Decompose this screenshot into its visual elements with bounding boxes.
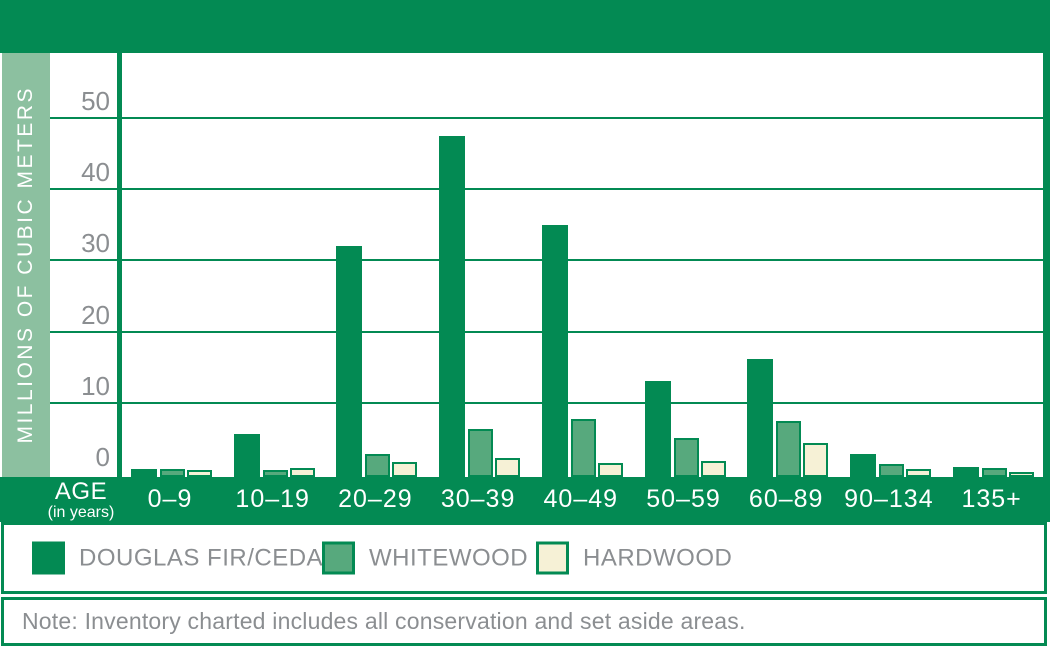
top-header-band [0,0,1050,53]
note-box: Note: Inventory charted includes all con… [1,597,1047,646]
category-label-90-134: 90–134 [844,485,934,513]
legend-swatch-hardwood [536,541,569,575]
legend-label: HARDWOOD [583,544,733,571]
x-axis-title: AGE [54,478,108,505]
legend-swatch-whitewood [322,541,355,575]
bar-20-29-douglas-fir-cedar [336,246,363,477]
gridline-40 [50,188,1043,191]
category-label-10-19: 10–19 [235,485,310,513]
category-label-50-59: 50–59 [646,485,721,513]
note-text: Note: Inventory charted includes all con… [22,608,746,634]
legend: DOUGLAS FIR/CEDAR WHITEWOOD HARDWOOD [1,522,1047,594]
bar-40-49-hardwood [597,463,623,477]
category-label-60-89: 60–89 [748,485,824,513]
legend-item-hardwood: HARDWOOD [536,541,733,575]
bar-135+-hardwood [1008,471,1034,477]
y-tick-label-50: 50 [81,86,110,116]
legend-swatch-douglas-fir-cedar [32,541,65,575]
bar-135+-douglas-fir-cedar [952,466,979,477]
bar-60-89-douglas-fir-cedar [747,358,774,477]
category-label-0-9: 0–9 [147,485,193,513]
bar-0-9-whitewood [160,469,185,477]
plot-area: MILLIONS OF CUBIC METERS 0 10 20 30 40 50 [0,53,1050,477]
plot-right-border [1043,53,1050,477]
bar-10-19-whitewood [262,469,288,477]
bar-30-39-hardwood [495,457,521,477]
bar-90-134-hardwood [905,469,931,477]
y-axis-title: MILLIONS OF CUBIC METERS [14,86,37,444]
y-tick-label-10: 10 [81,370,110,401]
x-axis-band: AGE (in years) 0–9 10–19 20–29 30–39 40–49 50… [0,477,1050,522]
bar-40-49-douglas-fir-cedar [541,224,568,477]
category-label-135+: 135+ [961,485,1022,513]
legend-label: WHITEWOOD [369,544,529,571]
x-axis-subtitle: (in years) [47,504,115,521]
bar-50-59-whitewood [673,438,699,477]
bar-60-89-hardwood [803,442,829,477]
y-axis-line [117,53,122,477]
category-label-30-39: 30–39 [440,485,516,513]
bar-0-9-hardwood [187,470,212,477]
bar-0-9-douglas-fir-cedar [131,469,157,477]
bar-60-89-whitewood [776,421,802,477]
y-tick-label-40: 40 [81,157,110,188]
y-tick-label-30: 30 [81,228,110,259]
y-tick-label-20: 20 [81,299,110,330]
bar-30-39-douglas-fir-cedar [439,135,466,477]
bar-40-49-whitewood [570,419,596,477]
category-label-20-29: 20–29 [338,485,413,513]
bar-90-134-whitewood [878,464,904,477]
bar-30-39-whitewood [468,429,494,477]
bar-20-29-hardwood [392,461,418,477]
legend-item-whitewood: WHITEWOOD [322,541,529,575]
y-axis-title-strip: MILLIONS OF CUBIC METERS [2,53,50,477]
bar-50-59-douglas-fir-cedar [644,381,671,477]
x-axis-title-block: AGE (in years) [25,479,137,521]
bar-90-134-douglas-fir-cedar [849,454,876,477]
legend-item-douglas-fir-cedar: DOUGLAS FIR/CEDAR [32,541,341,575]
bar-50-59-hardwood [700,461,726,477]
bar-10-19-hardwood [289,468,315,477]
category-label-40-49: 40–49 [543,485,619,513]
bar-20-29-whitewood [365,454,391,477]
y-tick-label-0: 0 [95,442,110,472]
gridline-50 [50,117,1043,119]
bar-10-19-douglas-fir-cedar [233,434,260,477]
legend-label: DOUGLAS FIR/CEDAR [79,544,341,571]
bar-135+-whitewood [981,468,1007,477]
